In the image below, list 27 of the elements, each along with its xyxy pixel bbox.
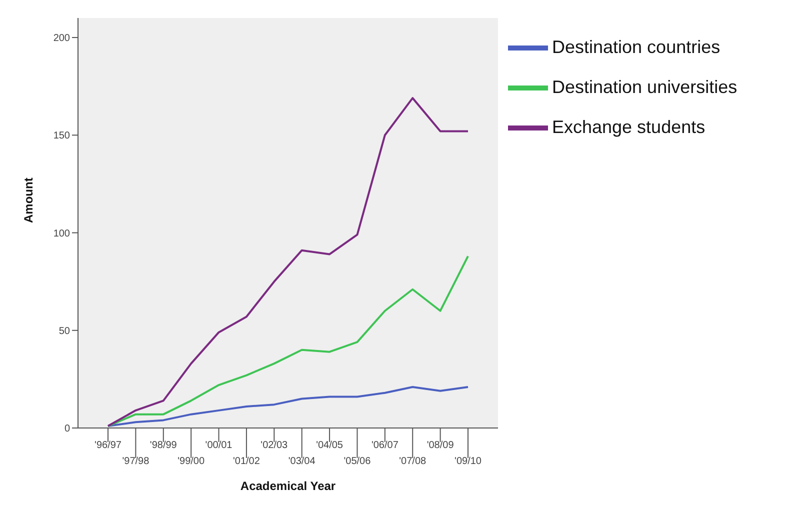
x-tick-label: '06/07	[371, 440, 399, 451]
y-axis-title: Amount	[21, 178, 36, 223]
x-tick-label: '98/99	[150, 440, 178, 451]
line-series	[107, 97, 469, 428]
x-tick-label: '07/08	[399, 456, 427, 467]
legend-label: Destination countries	[552, 36, 720, 57]
x-tick-label: '99/00	[178, 456, 205, 467]
y-tick-label: 0	[64, 424, 70, 435]
x-tick-label: '03/04	[288, 456, 316, 467]
legend-label: Destination universities	[552, 76, 738, 97]
x-tick-label: '09/10	[454, 456, 482, 467]
x-tick-label: '08/09	[426, 440, 454, 451]
x-axis-title: Academical Year	[240, 479, 336, 493]
line-series	[107, 386, 469, 428]
x-tick-label: '96/97	[94, 440, 122, 451]
legend-label: Exchange students	[552, 116, 706, 137]
x-tick-label: '97/98	[122, 456, 150, 467]
x-tick-label: '02/03	[260, 440, 288, 451]
y-tick-label: 150	[53, 130, 70, 142]
y-tick-label: 50	[58, 326, 70, 337]
x-tick-label: '04/05	[316, 440, 344, 451]
x-tick-label: '00/01	[205, 440, 233, 451]
y-tick-label: 100	[53, 228, 70, 240]
x-tick-label: '05/06	[344, 456, 372, 467]
x-tick-label: '01/02	[232, 456, 260, 467]
line-series	[107, 255, 469, 428]
y-tick-label: 200	[53, 33, 70, 44]
